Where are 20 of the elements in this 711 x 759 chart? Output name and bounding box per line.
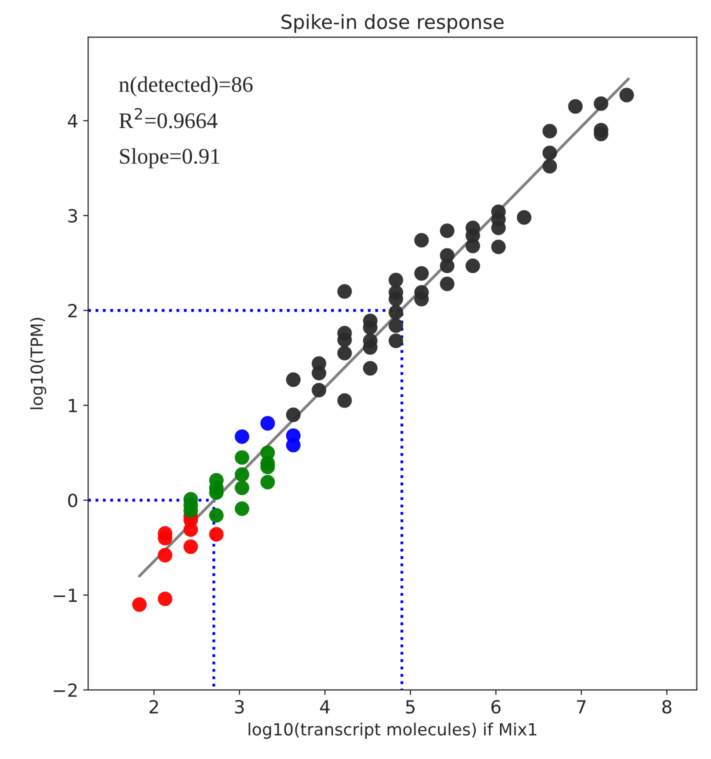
- y-tick-label: 0: [68, 494, 78, 508]
- annotation: R$^{2}$=0.9664: [119, 108, 218, 128]
- x-tick-label: 7: [577, 700, 586, 714]
- annotation: Slope=0.91: [120, 148, 220, 168]
- y-tick-label: 3: [68, 209, 77, 223]
- y-tick-label: 4: [68, 114, 78, 128]
- x-tick-label: 6: [491, 700, 501, 714]
- y-tick-label: −2: [54, 683, 77, 697]
- annotation: n(detected)=86: [119, 76, 253, 97]
- x-tick-label: 8: [662, 700, 672, 714]
- y-tick-label: −1: [54, 588, 77, 602]
- x-axis-title: log10(transcript molecules) if Mix1: [248, 722, 536, 739]
- chart-title: Spike-in dose response: [282, 14, 504, 33]
- y-tick-label: 1: [68, 399, 77, 412]
- y-axis-title: log10(TPM): [30, 318, 46, 410]
- x-tick-label: 5: [406, 700, 415, 714]
- y-tick-label: 2: [68, 304, 77, 318]
- x-tick-label: 4: [320, 700, 330, 714]
- x-tick-label: 2: [150, 700, 158, 714]
- x-tick-label: 3: [235, 700, 244, 714]
